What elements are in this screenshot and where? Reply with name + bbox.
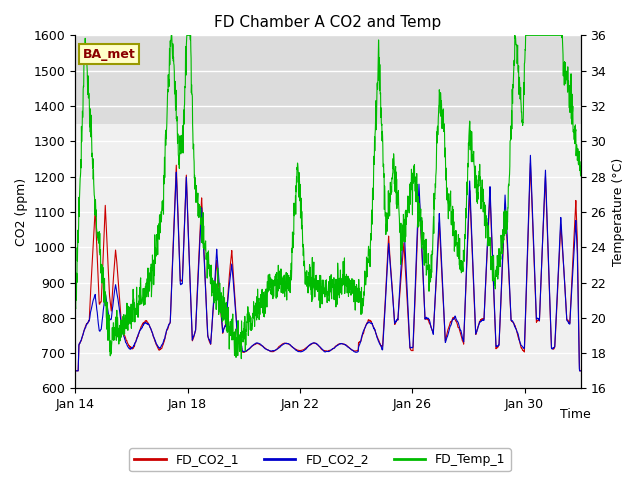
Text: BA_met: BA_met — [83, 48, 136, 60]
Legend: FD_CO2_1, FD_CO2_2, FD_Temp_1: FD_CO2_1, FD_CO2_2, FD_Temp_1 — [129, 448, 511, 471]
Bar — [75, 36, 581, 124]
Title: FD Chamber A CO2 and Temp: FD Chamber A CO2 and Temp — [214, 15, 442, 30]
Y-axis label: CO2 (ppm): CO2 (ppm) — [15, 178, 28, 246]
X-axis label: Time: Time — [560, 408, 591, 421]
Y-axis label: Temperature (°C): Temperature (°C) — [612, 158, 625, 266]
